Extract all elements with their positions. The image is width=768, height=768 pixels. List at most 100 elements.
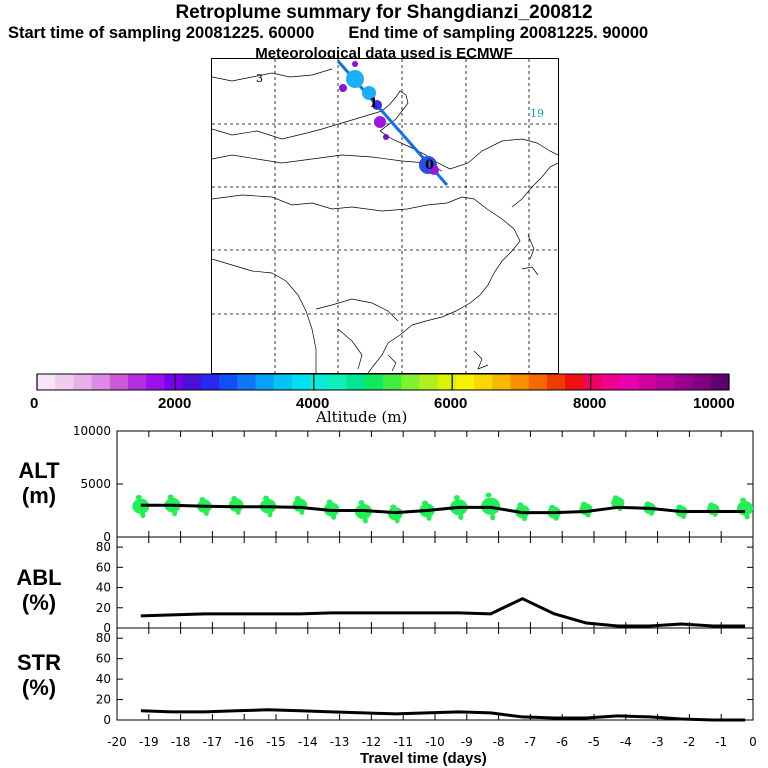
series-line-str xyxy=(140,708,746,722)
colorbar-swatch xyxy=(346,374,366,390)
colorbar-swatch xyxy=(55,374,74,390)
altitude-blob-lower xyxy=(458,513,464,520)
altitude-blob-lower xyxy=(521,515,527,522)
altitude-blob-upper xyxy=(740,497,747,503)
colorbar-swatch xyxy=(692,374,712,390)
x-tick-label: -9 xyxy=(461,735,473,749)
altitude-blob-lower xyxy=(680,513,686,520)
colorbar-swatch xyxy=(546,374,566,390)
series-line-alt xyxy=(140,503,746,515)
alt-panel-label: ALT (m) xyxy=(4,458,74,508)
colorbar-swatch xyxy=(109,374,129,390)
altitude-blob-upper xyxy=(263,495,270,501)
altitude-blob-upper xyxy=(199,497,206,503)
colorbar-swatch xyxy=(637,374,657,390)
y-tick-label: 40 xyxy=(96,581,111,595)
y-tick-label: 10000 xyxy=(73,424,111,438)
y-tick-label: 0 xyxy=(103,530,111,544)
altitude-blob-upper xyxy=(549,504,556,510)
altitude-blob-upper xyxy=(294,496,301,502)
x-tick-label: -4 xyxy=(620,735,632,749)
altitude-blob-upper xyxy=(422,500,429,506)
x-tick-label: -5 xyxy=(588,735,600,749)
colorbar-swatch xyxy=(710,374,730,390)
altitude-blob-upper xyxy=(231,496,238,502)
abl-panel-label: ABL (%) xyxy=(4,565,74,615)
x-tick-label: -7 xyxy=(524,735,536,749)
altitude-blob-upper xyxy=(390,504,397,510)
altitude-blob-upper xyxy=(708,502,715,508)
map-day-labels: 3 19 1 0 xyxy=(256,72,544,173)
x-tick-label: -19 xyxy=(139,735,159,749)
map-coastlines xyxy=(212,68,558,373)
x-tick-label: -8 xyxy=(493,735,505,749)
colorbar-swatch xyxy=(510,374,530,390)
str-label-text: STR (%) xyxy=(17,650,61,700)
colorbar-swatch xyxy=(237,374,257,390)
altitude-blob-upper xyxy=(517,502,524,508)
alt-label-text: ALT (m) xyxy=(18,458,60,508)
colorbar-tick-2000: 2000 xyxy=(158,395,192,412)
altitude-blob-upper xyxy=(326,499,333,505)
x-tick-label: -6 xyxy=(556,735,568,749)
altitude-blob xyxy=(292,498,308,512)
colorbar-swatch xyxy=(200,374,220,390)
altitude-blob-upper xyxy=(581,501,588,507)
altitude-blob-upper xyxy=(167,494,174,500)
map-label-1: 1 xyxy=(369,96,378,111)
x-tick-label: -18 xyxy=(171,735,191,749)
colorbar-swatch xyxy=(128,374,147,390)
colorbar-swatch xyxy=(182,374,202,390)
altitude-blob-upper xyxy=(453,495,460,501)
start-time: Start time of sampling 20081225. 60000 xyxy=(8,24,315,42)
series-line-abl xyxy=(140,597,746,628)
panel-frame-alt xyxy=(116,430,754,538)
y-tick-label: 80 xyxy=(96,540,111,554)
colorbar-swatch xyxy=(565,374,584,390)
altitude-blob-lower xyxy=(585,511,591,518)
y-tick-label: 40 xyxy=(96,672,111,686)
y-tick-label: 20 xyxy=(96,601,111,615)
colorbar-swatch xyxy=(674,374,694,390)
altitude-colorbar xyxy=(36,373,730,391)
plume-track xyxy=(336,60,449,186)
altitude-blob-lower xyxy=(267,511,273,518)
altitude-blob-lower xyxy=(362,517,368,524)
colorbar-swatch xyxy=(401,374,420,390)
x-tick-label: -2 xyxy=(683,735,695,749)
colorbar-swatch xyxy=(291,374,311,390)
x-tick-label: -15 xyxy=(266,735,286,749)
panel-frame-str xyxy=(116,627,754,721)
colorbar-swatch xyxy=(455,374,475,390)
colorbar-swatch xyxy=(474,374,493,390)
colorbar-swatch xyxy=(619,374,639,390)
altitude-blob xyxy=(736,501,754,516)
altitude-blob-lower xyxy=(490,514,496,521)
retroplume-map: 3 19 1 0 xyxy=(211,58,559,374)
colorbar-swatch xyxy=(164,374,184,390)
altitude-blob-lower xyxy=(744,513,750,520)
colorbar-swatch xyxy=(310,374,329,390)
colorbar-swatch xyxy=(73,374,93,390)
altitude-blob-upper xyxy=(485,492,492,498)
colorbar-tick-4000: 4000 xyxy=(296,395,330,412)
str-panel-label: STR (%) xyxy=(4,650,74,700)
altitude-blob-lower xyxy=(203,509,209,516)
colorbar-swatch xyxy=(219,374,238,390)
colorbar-swatch xyxy=(528,374,548,390)
y-tick-label: 0 xyxy=(103,621,111,635)
colorbar-swatch xyxy=(328,374,348,390)
altitude-blob-upper xyxy=(676,504,683,510)
chart-title: Retroplume summary for Shangdianzi_20081… xyxy=(175,2,593,23)
altitude-blob-upper xyxy=(358,500,365,506)
altitude-blob-lower xyxy=(299,508,305,515)
x-tick-label: -11 xyxy=(393,735,413,749)
altitude-blob-upper xyxy=(612,495,619,501)
colorbar-swatch xyxy=(146,374,165,390)
y-tick-label: 60 xyxy=(96,652,111,666)
colorbar-swatch xyxy=(91,374,111,390)
colorbar-swatch xyxy=(601,374,621,390)
y-tick-label: 20 xyxy=(96,693,111,707)
x-tick-label: -10 xyxy=(425,735,445,749)
